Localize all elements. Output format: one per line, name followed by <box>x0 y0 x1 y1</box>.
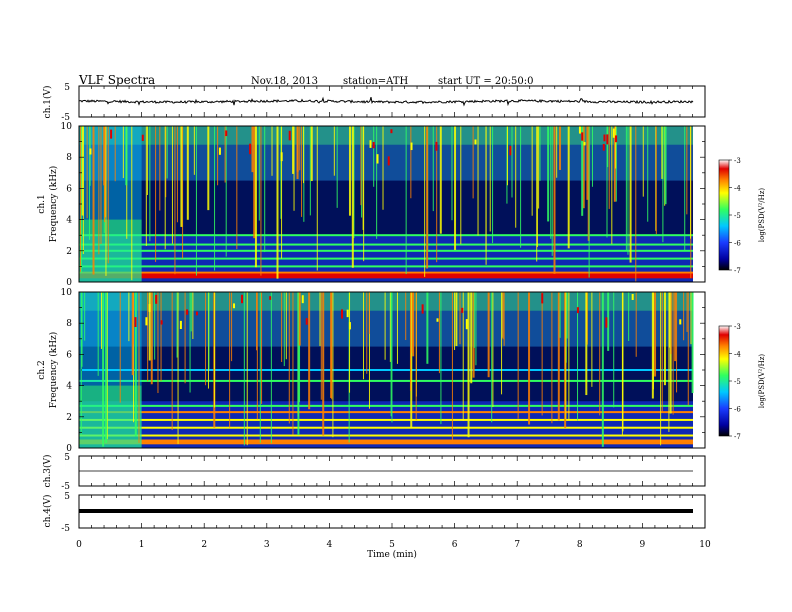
colorbar-ticks-ch2: -3 -4 -5 -6 -7 <box>729 323 741 441</box>
y-tick-label: 0 <box>66 278 72 288</box>
colorbar-tick-label: -5 <box>734 212 741 220</box>
colorbar-ch2 <box>718 325 730 437</box>
station-label: station=ATH <box>343 76 409 87</box>
colorbar-tick-label: -4 <box>734 351 741 359</box>
x-tick-label: 4 <box>327 540 333 550</box>
panel-ch3-waveform: 5 -5 ch.3(V) <box>42 453 706 492</box>
y-tick-label: 8 <box>66 319 72 329</box>
y-tick-label: 6 <box>66 350 72 360</box>
chart-title: VLF Spectra <box>79 73 156 87</box>
y-axis-label: Frequency (kHz) <box>48 332 59 409</box>
colorbar-label: log(PSD(V²/Hz) <box>758 188 766 243</box>
x-ticks-panel-1 <box>78 86 706 117</box>
ch1-spectrogram-image <box>79 126 693 282</box>
y-tick-label: 8 <box>66 153 72 163</box>
y-tick-label: 10 <box>61 288 73 298</box>
colorbar-tick-label: -6 <box>734 406 741 414</box>
y-tick-label: -5 <box>61 113 70 123</box>
x-tick-labels: 0 1 2 3 4 5 6 7 8 9 10 <box>76 540 711 550</box>
ch2-spectrogram-image <box>79 292 694 448</box>
y-tick-label: 4 <box>66 216 72 226</box>
x-tick-label: 5 <box>389 540 395 550</box>
panel-ch4-waveform: 5 -5 ch.4(V) 0 1 2 3 4 5 6 7 8 9 10 Time (min) <box>42 492 711 560</box>
y-tick-label: 0 <box>66 444 72 454</box>
y-tick-label: 6 <box>66 184 72 194</box>
x-tick-label: 2 <box>201 540 207 550</box>
panel-ch1-waveform: 5 -5 ch.1(V) <box>42 83 706 123</box>
y-tick-label: 5 <box>64 453 70 463</box>
panel-channel-label: ch.1 <box>37 194 47 213</box>
y-tick-label: -5 <box>61 482 70 492</box>
x-tick-label: 7 <box>514 540 520 550</box>
y-tick-label: 5 <box>64 83 70 93</box>
start-time-label: start UT = 20:50:0 <box>438 76 534 87</box>
date-label: Nov.18, 2013 <box>251 76 318 87</box>
y-tick-label: 2 <box>66 413 72 423</box>
y-axis-label: ch.3(V) <box>42 455 53 488</box>
x-tick-label: 8 <box>577 540 583 550</box>
colorbar-label: log(PSD(V²/Hz) <box>758 354 766 409</box>
y-axis-label: ch.4(V) <box>42 495 53 528</box>
colorbar-ch1 <box>718 159 730 271</box>
y-tick-label: 5 <box>64 492 70 502</box>
x-tick-label: 3 <box>264 540 270 550</box>
x-ticks-panel-4 <box>78 456 706 486</box>
y-tick-label: 2 <box>66 247 72 257</box>
colorbar-tick-label: -4 <box>734 185 741 193</box>
y-tick-label: 4 <box>66 382 72 392</box>
colorbar-tick-label: -5 <box>734 378 741 386</box>
y-ticks-panel-2: 0 2 4 6 8 10 <box>61 122 705 288</box>
y-ticks-panel-3: 0 2 4 6 8 10 <box>61 288 705 454</box>
panel-channel-label: ch.2 <box>37 360 47 379</box>
x-tick-label: 0 <box>76 540 82 550</box>
colorbar-tick-label: -3 <box>734 157 741 165</box>
y-axis-label: ch.1(V) <box>42 86 53 119</box>
x-tick-label: 6 <box>452 540 458 550</box>
x-tick-label: 10 <box>699 540 711 550</box>
x-tick-label: 1 <box>139 540 145 550</box>
colorbar-tick-label: -7 <box>734 267 741 275</box>
x-axis-label: Time (min) <box>367 549 417 560</box>
y-tick-label: -5 <box>61 524 70 534</box>
x-tick-label: 9 <box>640 540 646 550</box>
ch1-voltage-trace <box>79 96 694 107</box>
colorbar-tick-label: -6 <box>734 240 741 248</box>
colorbar-tick-label: -7 <box>734 433 741 441</box>
x-ticks-panel-5 <box>78 495 706 528</box>
colorbar-tick-label: -3 <box>734 323 741 331</box>
y-axis-label: Frequency (kHz) <box>48 166 59 243</box>
y-tick-label: 10 <box>61 122 73 132</box>
colorbar-ticks-ch1: -3 -4 -5 -6 -7 <box>729 157 741 275</box>
